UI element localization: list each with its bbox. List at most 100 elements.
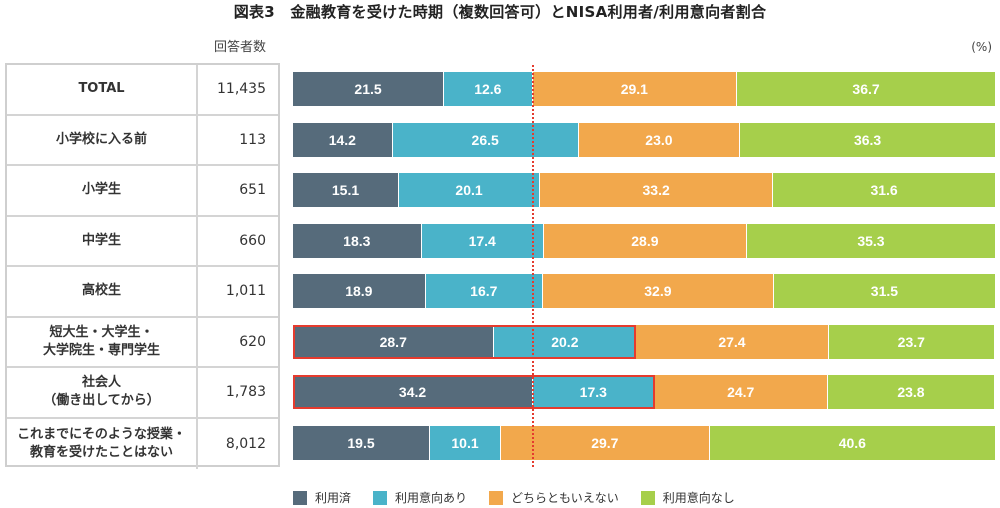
legend-item: 利用済	[293, 489, 351, 506]
data-label: 14.2	[328, 131, 356, 148]
data-label: 40.6	[838, 434, 866, 451]
table-row: 高校生 1,011	[7, 267, 278, 318]
bar-row: 34.2 17.3 24.7 23.8	[293, 375, 995, 409]
legend-label: どちらともいえない	[511, 491, 619, 505]
legend-label: 利用意向なし	[662, 491, 735, 505]
bar-segment-used: 15.1	[293, 173, 399, 207]
table-row: これまでにそのような授業・ 教育を受けたことはない 8,012	[7, 418, 278, 469]
table-row: 短大生・大学生・ 大学院生・専門学生 620	[7, 317, 278, 368]
bar-segment-no_intent: 36.3	[740, 122, 995, 157]
data-label: 16.7	[470, 283, 498, 299]
legend-label: 利用意向あり	[395, 491, 468, 505]
bar-row: 21.5 12.6 29.1 36.7	[293, 72, 995, 106]
data-label: 18.9	[345, 283, 373, 299]
bar-segment-neutral: 27.4	[636, 324, 829, 359]
reference-line	[532, 65, 535, 467]
data-label: 18.3	[343, 232, 371, 249]
table-row: 小学校に入る前 113	[7, 115, 278, 166]
category-label-line: 大学院生・専門学生	[42, 342, 160, 358]
respondent-count: 660	[239, 232, 266, 249]
respondent-count: 1,783	[225, 384, 266, 401]
bar-segment-used: 19.5	[293, 425, 431, 460]
respondent-count: 11,435	[217, 81, 266, 98]
bar-segment-used: 14.2	[293, 122, 393, 157]
data-label: 12.6	[474, 81, 502, 97]
legend-swatch	[489, 490, 504, 505]
data-label: 19.5	[347, 434, 375, 451]
respondent-count: 8,012	[225, 435, 266, 452]
legend-swatch	[293, 490, 307, 505]
legend-swatch	[373, 490, 388, 505]
bar-segment-intend: 26.5	[392, 122, 579, 157]
bar-segment-no_intent: 31.6	[773, 173, 995, 207]
bar-row: 15.1 20.1 33.2 31.6	[293, 173, 995, 207]
bar-segment-neutral: 29.7	[501, 425, 710, 460]
respondent-count: 651	[239, 182, 266, 199]
data-label: 17.4	[468, 232, 496, 249]
bar-segment-neutral: 29.1	[532, 72, 738, 106]
legend-swatch	[640, 490, 655, 505]
data-label: 33.2	[642, 182, 670, 198]
data-label: 27.4	[718, 333, 746, 350]
data-label: 31.5	[870, 283, 899, 299]
legend-item: 利用意向なし	[640, 489, 735, 506]
legend-item: どちらともいえない	[489, 489, 619, 506]
bar-segment-neutral: 33.2	[540, 173, 774, 207]
bar-segment-no_intent: 35.3	[746, 223, 995, 258]
respondent-count: 1,011	[225, 283, 266, 300]
category-label-line: 中学生	[81, 232, 121, 248]
bar-segment-intend: 17.3	[533, 375, 655, 409]
bar-segment-no_intent: 23.7	[828, 324, 995, 359]
data-label: 15.1	[331, 182, 360, 198]
category-label: TOTAL	[7, 65, 198, 114]
bar-segment-used: 18.3	[293, 223, 422, 258]
bar-segment-intend: 17.4	[421, 223, 544, 258]
respondent-count: 620	[239, 333, 266, 350]
category-label: 小学生	[7, 166, 198, 215]
table-row: 小学生 651	[7, 166, 278, 217]
bar-row: 28.7 20.2 27.4 23.7	[293, 324, 995, 359]
category-label: 高校生	[7, 267, 198, 316]
respondent-count-header: 回答者数	[213, 40, 266, 55]
category-label-line: 高校生	[81, 283, 121, 299]
bar-segment-intend: 20.2	[494, 324, 637, 359]
bar-segment-used: 21.5	[293, 72, 445, 106]
data-label: 20.1	[455, 182, 483, 198]
category-label: これまでにそのような授業・ 教育を受けたことはない	[7, 418, 198, 469]
unit-label: (%)	[971, 40, 992, 54]
data-label: 21.5	[354, 81, 382, 97]
category-label-line: 小学校に入る前	[55, 131, 147, 147]
data-label: 28.7	[379, 333, 407, 350]
data-label: 17.3	[579, 384, 607, 400]
category-label-line: 教育を受けたことはない	[29, 444, 173, 460]
data-label: 36.7	[852, 81, 880, 97]
category-label: 小学校に入る前	[7, 115, 198, 164]
legend-label: 利用済	[315, 491, 352, 505]
table-row: 中学生 660	[7, 216, 278, 267]
data-label: 23.7	[897, 333, 925, 350]
data-label: 23.0	[645, 131, 673, 148]
category-label-line: これまでにそのような授業・	[17, 426, 186, 442]
category-label: 中学生	[7, 216, 198, 265]
bar-segment-neutral: 28.9	[543, 223, 747, 258]
category-label-line: 社会人	[81, 375, 121, 391]
table-row: TOTAL 11,435	[7, 65, 278, 116]
bar-segment-no_intent: 40.6	[709, 425, 995, 460]
bar-segment-no_intent: 36.7	[737, 72, 995, 106]
table-row: 社会人 （働き出してから） 1,783	[7, 368, 278, 419]
bar-segment-no_intent: 23.8	[827, 375, 995, 409]
bar-row: 18.3 17.4 28.9 35.3	[293, 223, 995, 258]
bar-segment-neutral: 32.9	[542, 274, 774, 308]
data-label: 29.7	[591, 434, 619, 451]
respondent-count: 113	[239, 131, 266, 148]
category-label: 社会人 （働き出してから）	[7, 368, 198, 417]
bar-segment-intend: 12.6	[444, 72, 533, 106]
category-label-line: 小学生	[81, 182, 121, 198]
data-label: 23.8	[897, 384, 925, 400]
bar-segment-used: 18.9	[293, 274, 426, 308]
bar-segment-used: 34.2	[293, 375, 534, 409]
legend: 利用済 利用意向あり どちらともいえない 利用意向なし	[293, 489, 757, 506]
bar-segment-neutral: 23.0	[578, 122, 741, 157]
data-label: 24.7	[727, 384, 755, 400]
bar-segment-used: 28.7	[293, 324, 495, 359]
